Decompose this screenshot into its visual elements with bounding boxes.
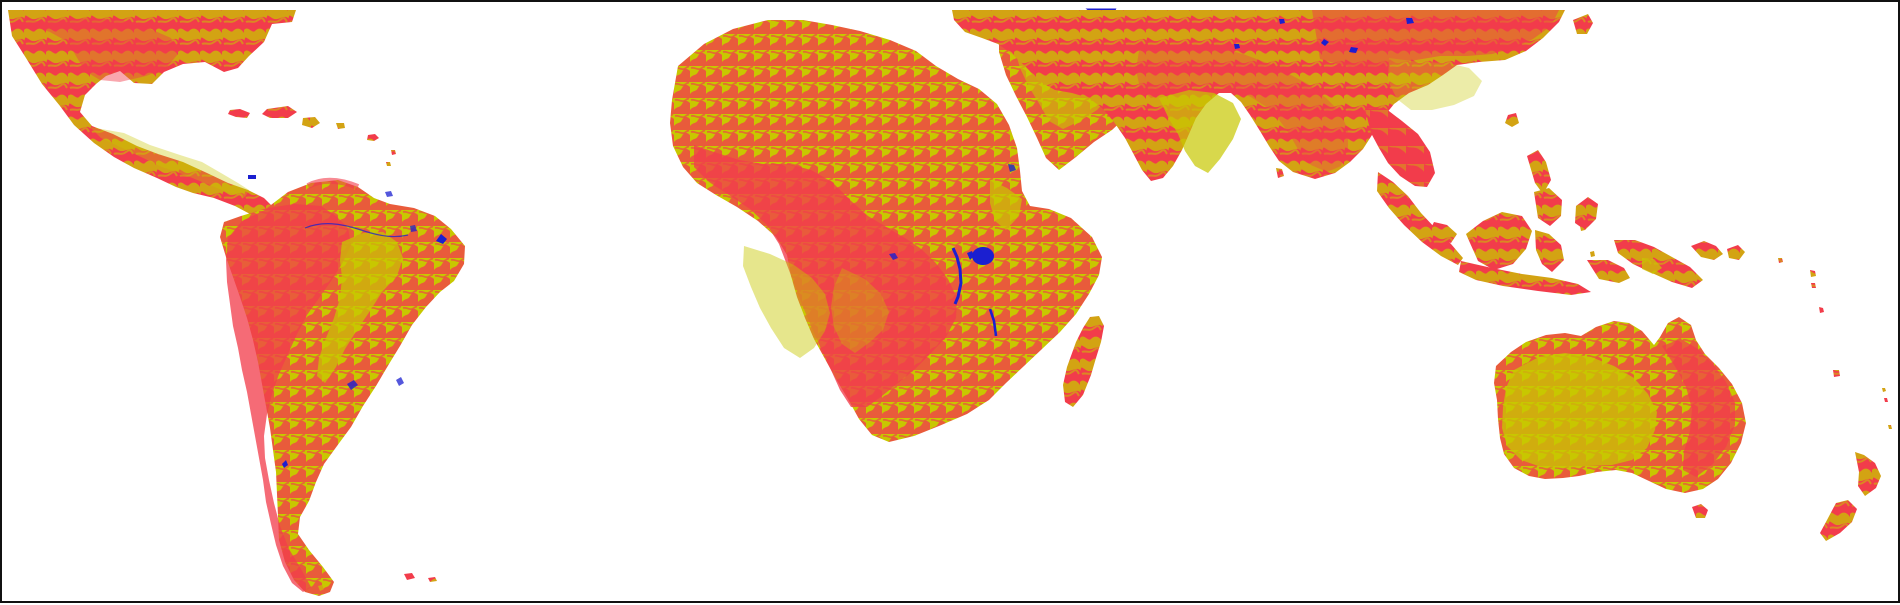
sri-lanka bbox=[1276, 168, 1284, 178]
asia bbox=[952, 10, 1593, 181]
lake-nicaragua bbox=[248, 175, 256, 179]
river-mouth-water bbox=[436, 234, 447, 244]
southeast-asia bbox=[1365, 108, 1840, 377]
north-america bbox=[8, 10, 296, 215]
taiwan bbox=[1505, 113, 1519, 127]
amazon-river bbox=[304, 223, 409, 238]
south-america bbox=[220, 177, 465, 596]
tasmania bbox=[1692, 504, 1708, 518]
new-zealand bbox=[1820, 452, 1881, 541]
japan-fragment bbox=[1573, 14, 1593, 34]
antarctic-tail bbox=[318, 573, 437, 591]
madagascar bbox=[1063, 316, 1104, 407]
lake-titicaca bbox=[282, 460, 288, 468]
pacific-dots bbox=[1882, 388, 1892, 429]
africa bbox=[670, 20, 1102, 442]
lake-victoria bbox=[972, 247, 994, 265]
australia bbox=[1494, 317, 1746, 518]
lake-tanganyika bbox=[951, 247, 963, 305]
lake-malawi bbox=[988, 308, 998, 337]
caribbean bbox=[228, 106, 396, 166]
